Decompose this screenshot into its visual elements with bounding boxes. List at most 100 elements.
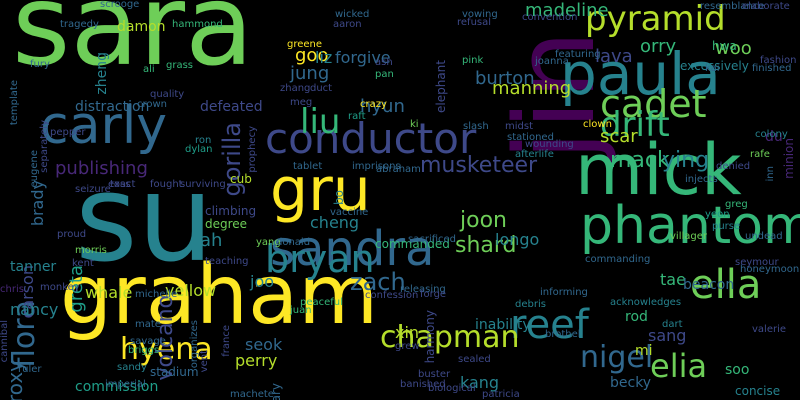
word-pepper: pepper	[50, 127, 86, 138]
word-zhang: zhang	[280, 83, 311, 94]
word-peaceful: peaceful	[300, 297, 343, 308]
word-hyena: hyena	[120, 332, 213, 367]
word-defeated: defeated	[200, 99, 263, 115]
word-valerie: valerie	[752, 324, 787, 335]
word-nancy: nancy	[10, 300, 59, 319]
word-pan: pan	[375, 69, 394, 80]
word-ash: ash	[375, 57, 393, 68]
word-yeon: yeon	[705, 209, 730, 220]
word-vaccine: vaccine	[330, 207, 369, 218]
word-inability: inability	[475, 317, 531, 333]
word-pink: pink	[462, 55, 484, 66]
word-zach: zach	[350, 268, 406, 296]
word-lava: lava	[595, 46, 633, 67]
word-liu: liu	[300, 102, 341, 142]
word-imprisons: imprisons	[352, 161, 401, 172]
word-slash: slash	[463, 121, 489, 132]
word-proud: proud	[57, 229, 87, 240]
word-burton: burton	[475, 68, 535, 89]
word-abraham: abraham	[376, 164, 421, 175]
word-resemblance: resemblance	[700, 1, 765, 12]
word-rod: rod	[625, 309, 648, 325]
word-hammond: hammond	[172, 19, 223, 30]
word-vowing: vowing	[462, 9, 498, 20]
word-ella: ella	[690, 262, 762, 308]
word-woo: woo	[715, 38, 752, 59]
word-finished: finished	[752, 63, 792, 74]
word-concise: concise	[735, 384, 781, 398]
word-ying: ying	[662, 148, 710, 173]
word-exact: exact	[108, 179, 136, 190]
word-purse: purse	[712, 221, 741, 232]
word-meg: meg	[290, 97, 313, 108]
word-conductor: conductor	[265, 114, 477, 163]
word-jung: jung	[290, 63, 330, 84]
word-su: su	[75, 150, 214, 289]
word-commanded: commanded	[375, 237, 450, 251]
word-honeymoon: honeymoon	[740, 264, 800, 275]
word-madeline: madeline	[525, 0, 609, 21]
word-whale: whale	[85, 283, 133, 302]
word-midst: midst	[505, 121, 533, 132]
word-joanna: joanna	[535, 56, 569, 67]
word-afterlife: afterlife	[515, 149, 554, 160]
word-tablet: tablet	[293, 161, 323, 172]
word-stadium: stadium	[150, 365, 199, 379]
word-cheng: cheng	[310, 213, 360, 232]
word-musketeer: musketeer	[420, 153, 538, 178]
word-pyramid: pyramid	[585, 0, 726, 39]
word-aaron: aaron	[333, 19, 362, 30]
word-duct: duct	[310, 83, 333, 94]
word-france: france	[221, 325, 232, 357]
word-hyun: hyun	[360, 96, 405, 117]
word-confession: confession	[365, 290, 419, 301]
word-climbing: climbing	[205, 204, 257, 218]
word-grew: grew	[395, 341, 420, 352]
word-soo: soo	[725, 362, 750, 378]
word-refusal: refusal	[457, 17, 492, 28]
word-yellow: yellow	[165, 281, 217, 300]
word-kang: kang	[460, 373, 500, 392]
word-sandy: sandy	[117, 362, 147, 373]
word-villager: villager	[670, 231, 707, 242]
word-ron: ron	[195, 135, 212, 146]
word-fashion: fashion	[760, 55, 797, 66]
word-tragedy: tragedy	[60, 19, 99, 30]
word-bo: bo	[332, 190, 346, 205]
word-briggs: briggs	[128, 345, 160, 356]
word-phantom: phantom	[580, 196, 800, 256]
word-clown: clown	[583, 119, 612, 130]
word-mack: mack	[610, 148, 670, 173]
word-wounding: wounding	[525, 139, 574, 150]
word-goo: goo	[295, 45, 329, 66]
word-forge: forge	[420, 289, 447, 300]
word-buster: buster	[418, 369, 451, 380]
word-orry: orry	[640, 36, 677, 57]
word-sacrificed: sacrificed	[408, 234, 457, 245]
word-paula: paula	[560, 40, 721, 108]
word-excessively: excessively	[680, 59, 749, 73]
word-manning: manning	[492, 78, 572, 99]
word-donald: donald	[276, 237, 311, 248]
word-chapman: chapman	[380, 320, 520, 355]
word-xin: xin	[395, 323, 420, 342]
word-nigel: nigel	[580, 340, 654, 375]
word-greg: greg	[725, 199, 748, 210]
word-sara: sara	[12, 0, 254, 91]
word-brothel: brothel	[545, 329, 581, 340]
word-convention: convention	[522, 12, 578, 23]
word-toss: toss	[110, 179, 131, 190]
word-commission: commission	[75, 379, 159, 395]
word-graham: graham	[60, 248, 379, 343]
word-harmony: harmony	[423, 310, 437, 364]
word-yang: yang	[256, 237, 281, 248]
word-seizure: seizure	[75, 184, 111, 195]
word-inn: inn	[765, 166, 776, 182]
word-fury: fury	[30, 59, 50, 70]
word-chris: chris	[0, 284, 24, 295]
word-colony: colony	[755, 129, 788, 140]
word-ki: ki	[410, 119, 419, 130]
word-template: template	[9, 80, 20, 126]
word-cannibal: cannibal	[0, 320, 10, 363]
word-cub: cub	[230, 172, 252, 186]
